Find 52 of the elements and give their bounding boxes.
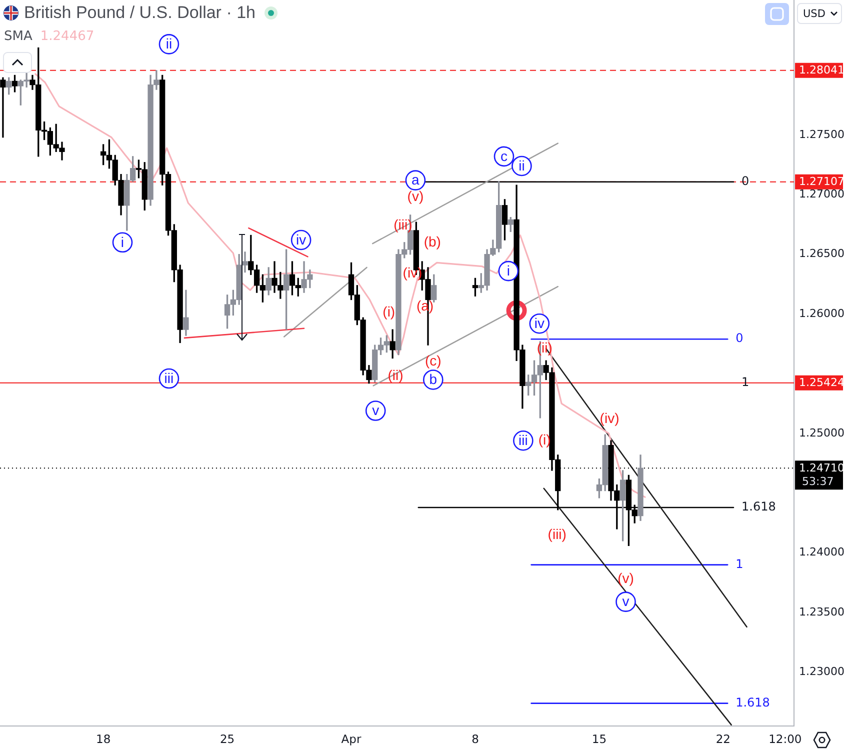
annotation: iii [164,370,174,386]
ref-line-label: 1.27107 [799,175,844,188]
y-axis-title: USD [803,8,826,20]
annotation: i [506,262,510,278]
annotation: ii [518,157,525,174]
y-tick-label: 1.26500 [799,247,844,260]
annotation: (v) [618,570,634,586]
annotation: (ii) [388,366,404,383]
x-tick-label: 25 [220,732,235,746]
ref-line-label: 1.25424 [799,376,844,390]
y-tick-label: 1.25000 [799,426,844,440]
currency-dropdown: USD [797,3,842,24]
annotation: (v) [407,188,424,204]
ref-line-label: 1.28041 [799,64,844,77]
annotation: 1 [736,556,744,571]
annotation: 1.24467 [40,29,94,44]
y-tick-label: 1.27500 [799,128,844,141]
annotation: (b) [424,233,441,250]
x-tick-label: 8 [472,732,479,746]
y-tick-label: 1.26000 [799,306,844,320]
annotation: 1.618 [741,500,776,514]
x-tick-label: 12:00 [768,732,802,746]
chart-title: British Pound / U.S. Dollar · 1h [24,3,256,23]
annotation: iv [534,314,544,331]
x-tick-label: 15 [592,732,607,746]
y-tick-label: 1.27000 [799,187,844,200]
text: SMA [4,29,32,44]
ref-line-label: 1.24710 [799,461,844,474]
annotation: 1.618 [736,695,770,710]
annotation: b [429,371,438,388]
annotation: v [622,593,630,610]
annotation: ii [166,36,172,52]
y-tick-label: 1.23000 [799,665,844,678]
annotation: (c) [424,352,442,369]
annotation: iii [518,432,528,448]
annotation: c [500,148,508,164]
annotation: (iii) [394,216,412,233]
annotation: (iv) [600,410,620,426]
y-tick-label: 1.24000 [799,546,844,559]
annotation: iv [296,231,306,248]
annotation: i [120,234,124,250]
x-tick-label: Apr [341,732,362,746]
x-tick-label: 18 [96,732,111,746]
y-tick-label: 1.23500 [799,605,844,618]
annotation: a [412,172,420,188]
text: 53:37 [802,474,834,488]
x-tick-label: 22 [716,732,730,746]
annotation: (ii) [536,340,552,356]
annotation: (iii) [548,526,566,542]
annotation: (i) [382,304,396,320]
annotation: 0 [736,331,744,346]
annotation: v [372,402,380,418]
